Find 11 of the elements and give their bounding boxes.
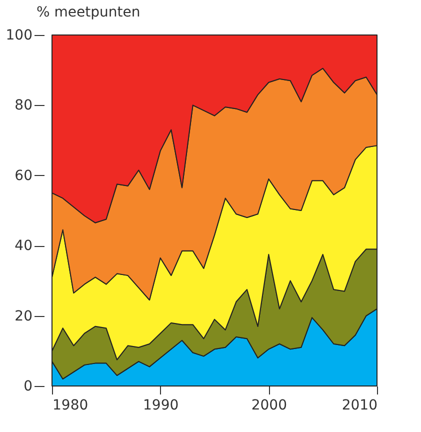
y-tick-label: 20 [14,308,32,324]
x-tick-label: 2010 [342,398,378,414]
x-tick-label: 2000 [251,398,287,414]
y-tick-label: 100 [6,28,32,44]
x-tick-label: 1980 [52,398,88,414]
y-tick-label: 40 [14,238,32,254]
y-tick-label: 60 [14,168,32,184]
y-axis-title: % meetpunten [36,4,140,20]
y-tick-label: 80 [14,98,32,114]
x-tick-label: 1990 [143,398,179,414]
y-tick-label: 0 [24,378,32,394]
